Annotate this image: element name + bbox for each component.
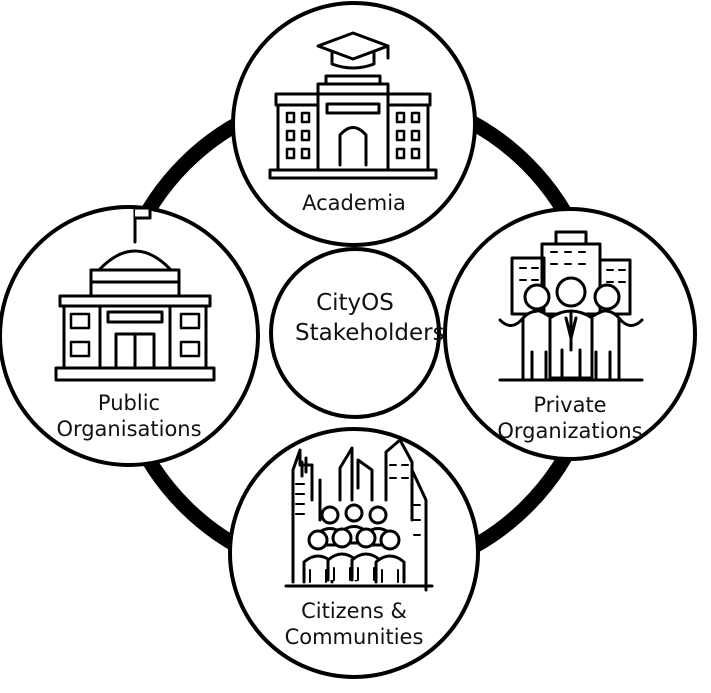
academia-node — [231, 1, 477, 247]
business-people-icon — [498, 230, 644, 382]
university-building-icon — [268, 31, 438, 180]
citizens-label-line1: Citizens & — [301, 599, 407, 623]
private-label-line1: Private — [533, 393, 607, 417]
private-label-line2: Organizations — [497, 419, 643, 443]
citizens-label-line2: Communities — [284, 625, 424, 649]
center-node — [269, 247, 441, 419]
public-node — [0, 205, 260, 467]
government-building-icon — [54, 206, 216, 382]
public-label-line1: Public — [97, 391, 161, 415]
citizens-label: Citizens & Communities — [274, 598, 434, 650]
center-label-line2: Stakeholders — [295, 320, 445, 346]
public-label-line2: Organisations — [56, 417, 202, 441]
private-label: Private Organizations — [490, 392, 650, 444]
public-label: Public Organisations — [49, 390, 209, 442]
city-crowd-icon — [284, 438, 434, 592]
center-label-line1: CityOS — [316, 290, 394, 316]
center-label: CityOS Stakeholders — [295, 288, 445, 348]
academia-label: Academia — [274, 190, 434, 216]
academia-label-line1: Academia — [302, 191, 406, 215]
